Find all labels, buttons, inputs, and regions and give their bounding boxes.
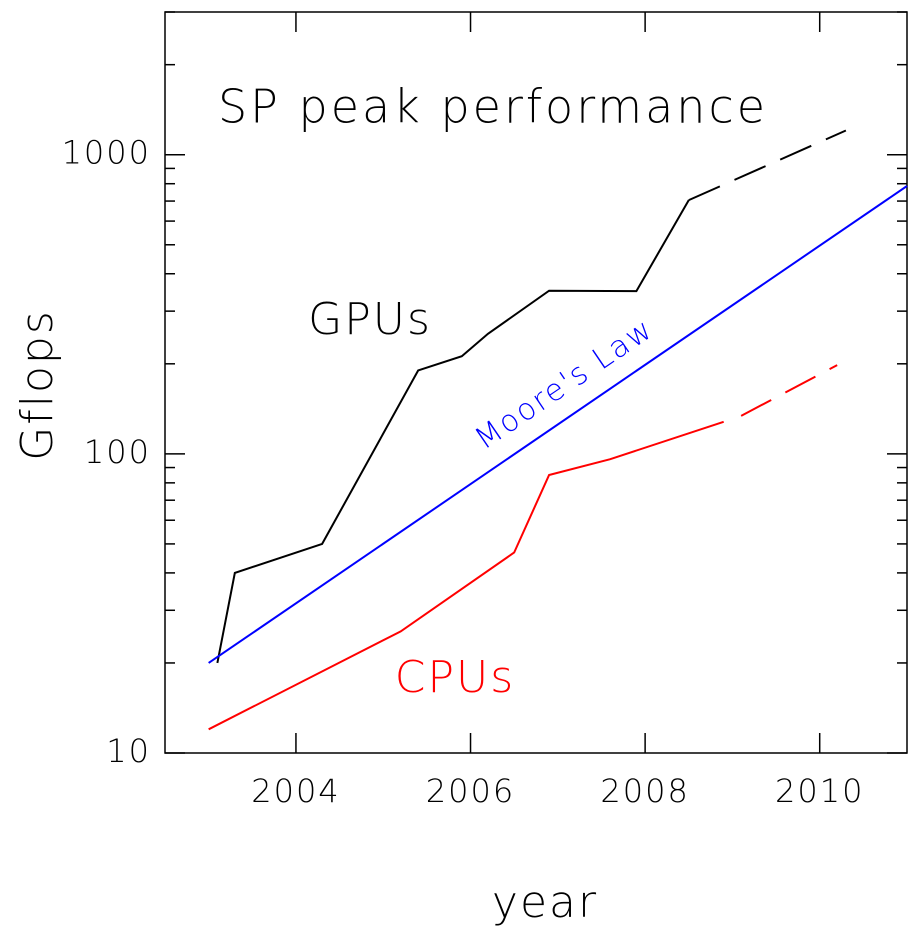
x-tick-label: 2004: [251, 772, 340, 810]
series-label: Moore's Law: [469, 311, 661, 457]
y-tick-label: 1000: [62, 134, 151, 172]
series-label: GPUs: [308, 294, 432, 345]
projected-line: [740, 364, 838, 417]
x-axis-label: year: [492, 877, 598, 928]
series-line: [208, 185, 908, 664]
x-tick-label: 2006: [426, 772, 515, 810]
chart-title: SP peak performance: [218, 80, 768, 134]
projected-line: [688, 129, 847, 202]
y-tick-label: 10: [106, 732, 151, 770]
x-tick-label: 2010: [775, 772, 864, 810]
y-tick-label: 100: [84, 433, 151, 471]
series-line: [208, 420, 724, 731]
series-line: [216, 199, 690, 664]
plot-frame: [164, 11, 908, 754]
y-axis-label: Gflops: [12, 309, 63, 461]
x-tick-label: 2008: [600, 772, 689, 810]
series-label: CPUs: [395, 652, 515, 703]
